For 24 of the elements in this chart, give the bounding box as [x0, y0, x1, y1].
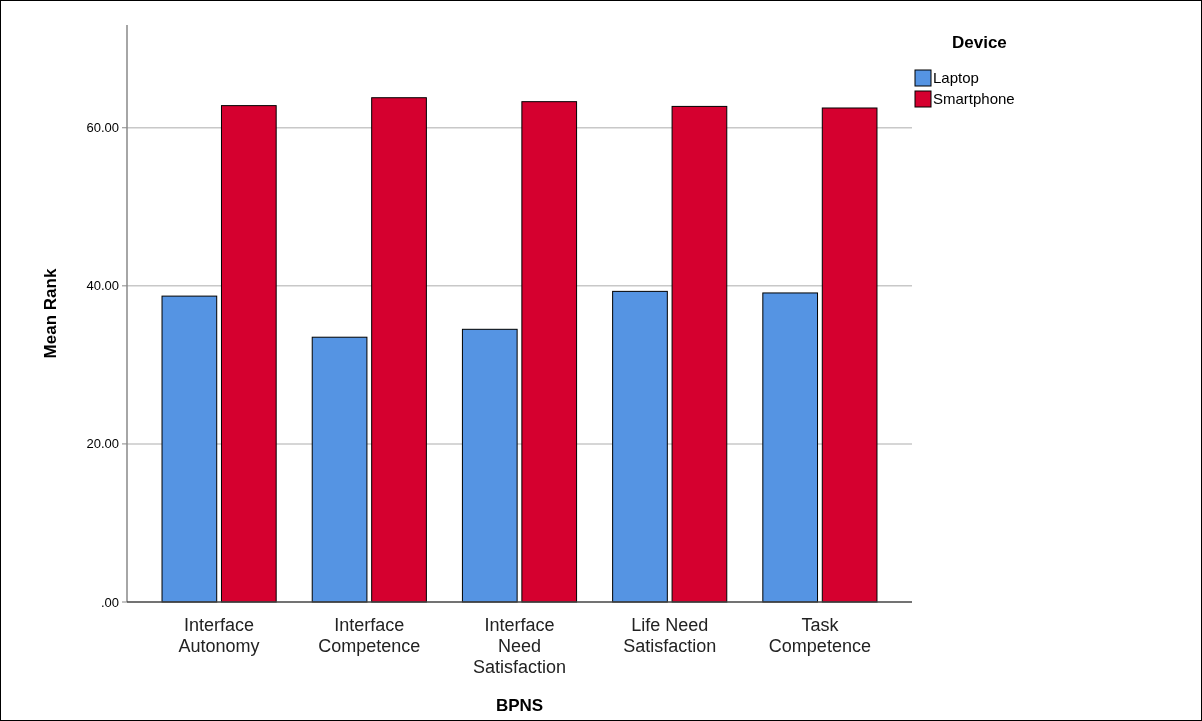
- x-tick-label: Interface Competence: [318, 615, 421, 656]
- x-axis-title: BPNS: [495, 696, 544, 715]
- bar: [821, 107, 878, 603]
- y-tick-label: 40.00: [86, 278, 119, 294]
- bar: [161, 295, 218, 603]
- legend-title: Device: [952, 33, 1007, 52]
- y-tick-label: .00: [100, 594, 119, 610]
- bar: [762, 292, 819, 603]
- y-tick-label: 60.00: [86, 120, 119, 136]
- x-tick-label: Interface Autonomy: [178, 615, 260, 656]
- y-tick-label: 20.00: [86, 436, 119, 452]
- x-tick-label: Life Need Satisfaction: [623, 615, 717, 656]
- y-axis-title: Mean Rank: [41, 268, 60, 359]
- legend-label: Laptop: [933, 69, 979, 87]
- bar: [671, 105, 728, 603]
- legend-label: Smartphone: [933, 90, 1015, 108]
- bar: [612, 290, 668, 603]
- bar: [371, 97, 427, 603]
- x-tick-label: Interface Need Satisfaction: [472, 615, 567, 677]
- x-tick-label: Task Competence: [768, 615, 871, 656]
- bar: [521, 101, 578, 603]
- bar: [311, 336, 368, 603]
- bar: [461, 328, 518, 603]
- bar: [220, 105, 277, 603]
